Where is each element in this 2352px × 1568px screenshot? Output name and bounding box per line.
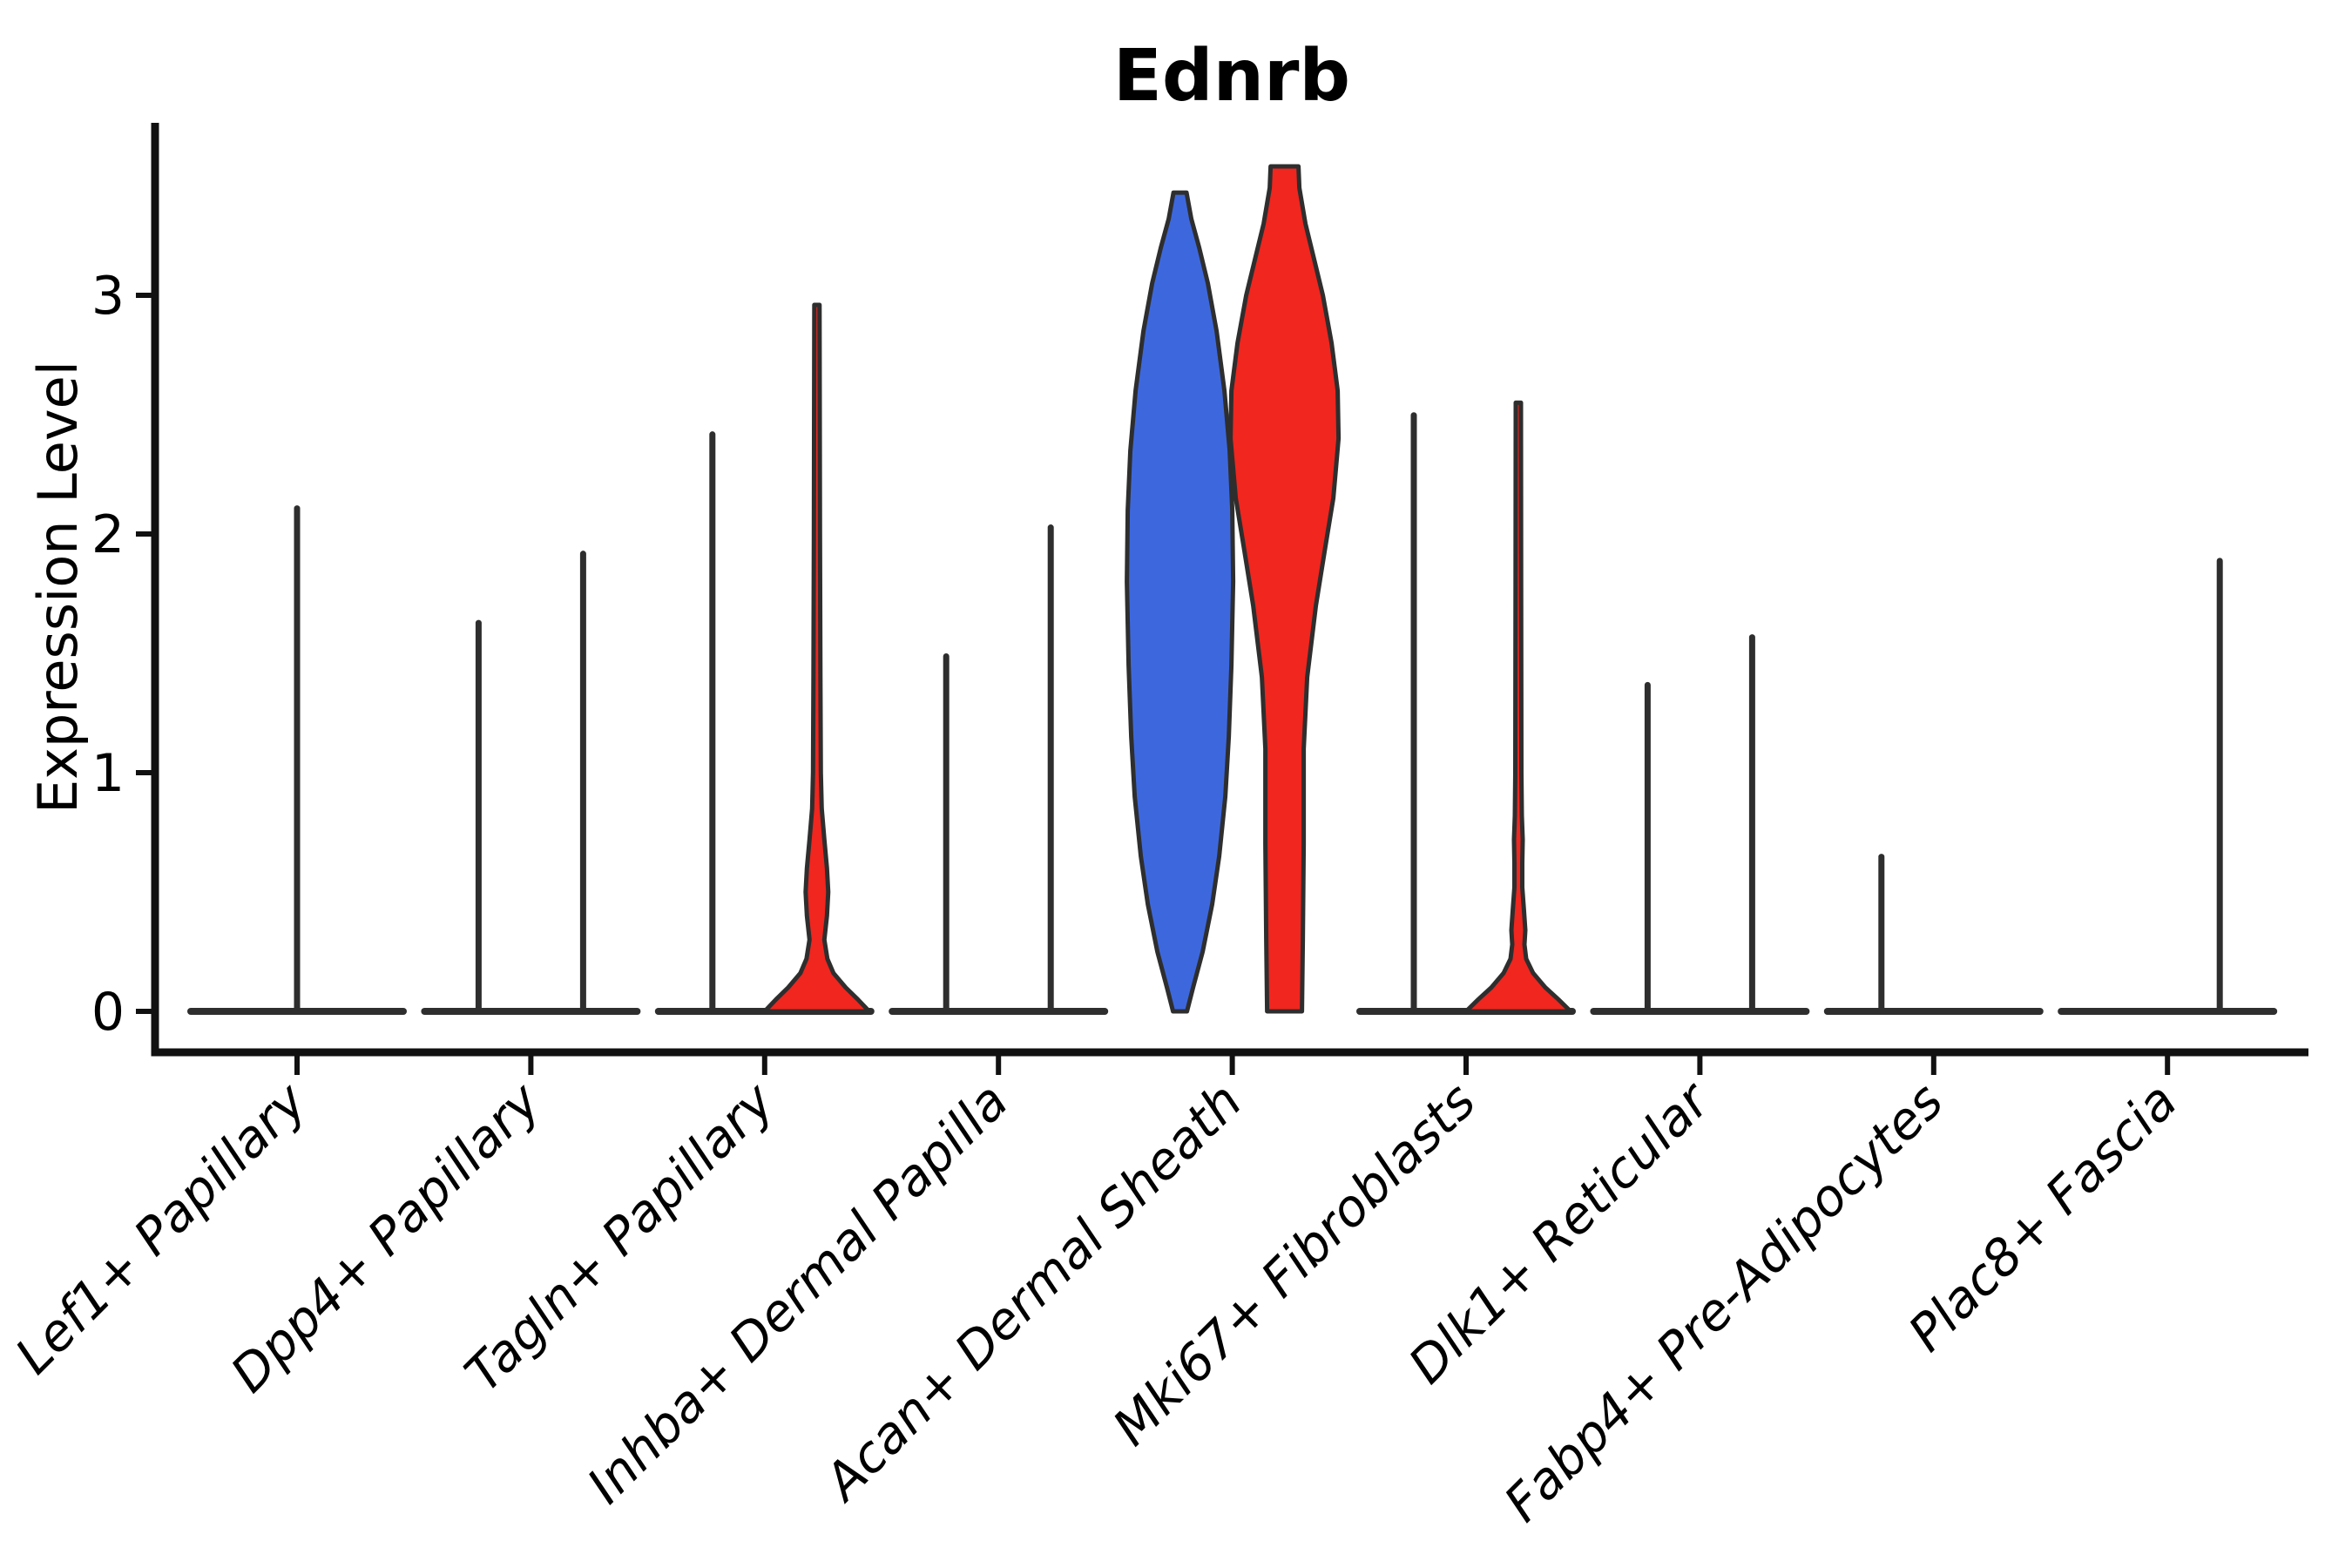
expression-spike-red [1047, 524, 1054, 1015]
chart-title: Ednrb [1113, 35, 1350, 118]
expression-spike-blue [1644, 681, 1651, 1015]
violin-bodies [294, 164, 2223, 1015]
expression-spike-blue [943, 653, 950, 1015]
violin-body-red [1463, 400, 1573, 1014]
y-tick-label: 2 [91, 504, 125, 565]
x-tick-label: Acan+ Dermal Sheath [811, 1071, 1254, 1514]
violin-body-blue [1125, 190, 1236, 1014]
y-tick-label: 1 [91, 743, 125, 804]
expression-spike-red [2216, 558, 2223, 1015]
x-tick-label: Inhba+ Dermal Papilla [576, 1071, 1019, 1515]
y-axis-label: Expression Level [26, 361, 90, 814]
violin-body-red [1228, 164, 1342, 1014]
expression-spike-blue [709, 431, 716, 1015]
violin-body-red [762, 302, 872, 1014]
expression-spike-blue [1878, 854, 1885, 1015]
x-tick-label: Fabp4+ Pre-Adipocytes [1493, 1071, 1955, 1533]
expression-spike-red [1748, 634, 1755, 1015]
expression-spike-red [579, 551, 586, 1015]
axes [136, 123, 2308, 1075]
expression-spike-blue [475, 619, 482, 1015]
y-tick-label: 0 [91, 982, 125, 1043]
expression-spike-blue [1410, 412, 1417, 1015]
expression-spike-single [294, 505, 301, 1015]
y-tick-label: 3 [91, 266, 125, 327]
